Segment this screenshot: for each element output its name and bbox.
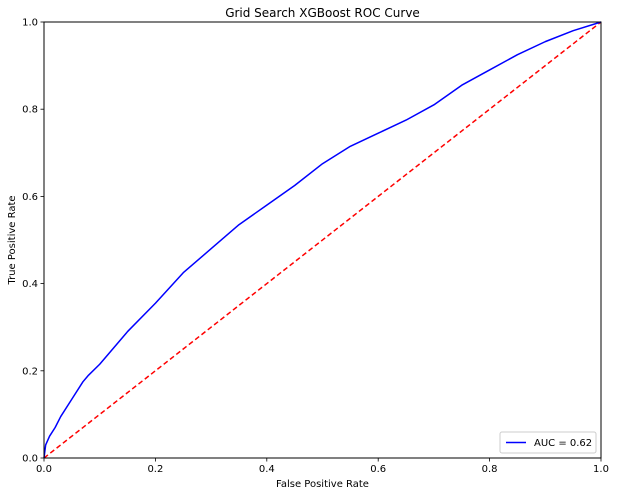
roc-curve-line xyxy=(43,21,602,459)
legend-label: AUC = 0.62 xyxy=(534,438,592,449)
x-tick-label: 0.4 xyxy=(259,464,275,475)
x-axis-ticks: 0.0 0.2 0.4 0.6 0.8 1.0 xyxy=(36,458,609,475)
y-tick-label: 0.6 xyxy=(22,192,38,203)
x-axis-title: False Positive Rate xyxy=(276,479,369,490)
series-layer xyxy=(43,21,602,459)
y-axis-title: True Positive Rate xyxy=(7,195,18,285)
y-tick-label: 0.2 xyxy=(22,366,38,377)
chance-line xyxy=(43,21,602,459)
x-tick-label: 0.0 xyxy=(36,464,52,475)
y-tick-label: 1.0 xyxy=(22,18,38,29)
x-tick-label: 0.6 xyxy=(370,464,386,475)
plot-frame xyxy=(43,21,602,459)
y-tick-label: 0.4 xyxy=(22,279,38,290)
x-tick-label: 0.8 xyxy=(482,464,498,475)
y-tick-label: 0.8 xyxy=(22,105,38,116)
x-tick-label: 0.2 xyxy=(147,464,163,475)
chart-title: Grid Search XGBoost ROC Curve xyxy=(225,6,420,20)
legend-box xyxy=(499,431,597,454)
x-tick-label: 1.0 xyxy=(593,464,609,475)
legend: AUC = 0.62 xyxy=(499,431,597,454)
y-axis-ticks: 0.0 0.2 0.4 0.6 0.8 1.0 xyxy=(22,18,44,465)
y-tick-label: 0.0 xyxy=(22,454,38,465)
